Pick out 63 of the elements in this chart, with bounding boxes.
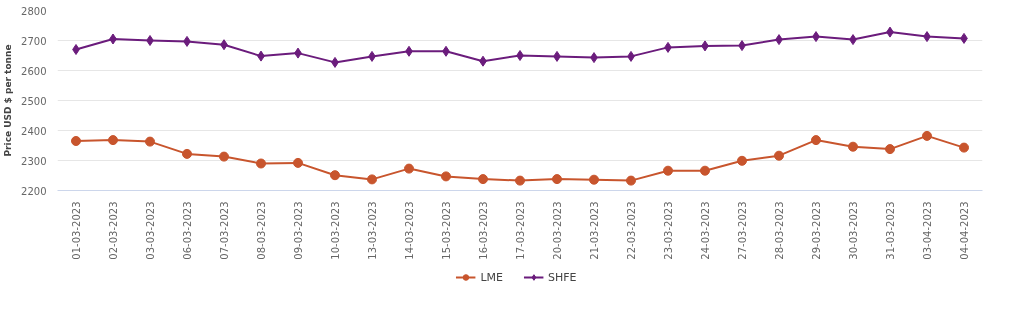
y-tick-label: 2300 <box>21 155 47 167</box>
x-tick-label: 15-03-2023 <box>441 201 452 260</box>
x-tick-label: 02-03-2023 <box>108 201 119 260</box>
x-tick-label: 14-03-2023 <box>404 201 415 260</box>
point <box>737 155 747 166</box>
point <box>774 150 784 161</box>
y-tick-label: 2500 <box>21 95 47 107</box>
point <box>146 35 154 46</box>
x-tick-label: 28-03-2023 <box>774 201 785 260</box>
legend-label: SHFE <box>548 270 577 284</box>
point <box>367 174 377 185</box>
y-tick-label: 2700 <box>21 35 47 47</box>
point <box>589 174 599 185</box>
x-tick-label: 30-03-2023 <box>848 201 859 260</box>
x-tick-label: 07-03-2023 <box>219 201 230 260</box>
point <box>626 175 636 186</box>
x-tick-label: 13-03-2023 <box>367 201 378 260</box>
x-tick-label: 22-03-2023 <box>626 201 637 260</box>
point <box>959 142 969 153</box>
x-tick-label: 01-03-2023 <box>71 201 82 260</box>
point <box>72 44 80 55</box>
point <box>182 148 192 159</box>
point <box>219 151 229 162</box>
point <box>516 50 524 61</box>
y-tick-label: 2600 <box>21 65 47 77</box>
point <box>515 175 525 186</box>
point <box>478 174 488 185</box>
point <box>811 135 821 146</box>
y-tick-label: 2200 <box>21 185 47 197</box>
x-tick-label: 27-03-2023 <box>737 201 748 260</box>
x-tick-label: 17-03-2023 <box>515 201 526 260</box>
x-tick-label: 23-03-2023 <box>663 201 674 260</box>
x-tick-label: 20-03-2023 <box>552 201 563 260</box>
x-tick-label: 31-03-2023 <box>885 201 896 260</box>
x-tick-label: 24-03-2023 <box>700 201 711 260</box>
point <box>922 130 932 141</box>
point <box>108 135 118 146</box>
point <box>293 157 303 168</box>
y-tick-label: 2800 <box>21 5 47 17</box>
x-tick-label: 21-03-2023 <box>589 201 600 260</box>
x-tick-label: 03-04-2023 <box>922 201 933 260</box>
point <box>700 165 710 176</box>
point <box>663 165 673 176</box>
point <box>145 136 155 147</box>
x-tick-label: 09-03-2023 <box>293 201 304 260</box>
point <box>404 163 414 174</box>
x-tick-label: 08-03-2023 <box>256 201 267 260</box>
point <box>885 144 895 155</box>
point <box>71 136 81 146</box>
legend-label: LME <box>480 270 504 284</box>
y-tick-label: 2400 <box>21 125 47 137</box>
point <box>256 158 266 169</box>
point <box>441 171 451 182</box>
x-tick-label: 10-03-2023 <box>330 201 341 260</box>
x-tick-label: 29-03-2023 <box>811 201 822 260</box>
point <box>330 170 340 181</box>
x-tick-label: 03-03-2023 <box>145 201 156 260</box>
x-tick-label: 04-04-2023 <box>959 201 970 260</box>
y-axis-title: Price USD $ per tonne <box>3 44 14 157</box>
x-tick-label: 06-03-2023 <box>182 201 193 260</box>
point <box>552 174 562 185</box>
x-tick-label: 16-03-2023 <box>478 201 489 260</box>
point <box>848 141 858 152</box>
